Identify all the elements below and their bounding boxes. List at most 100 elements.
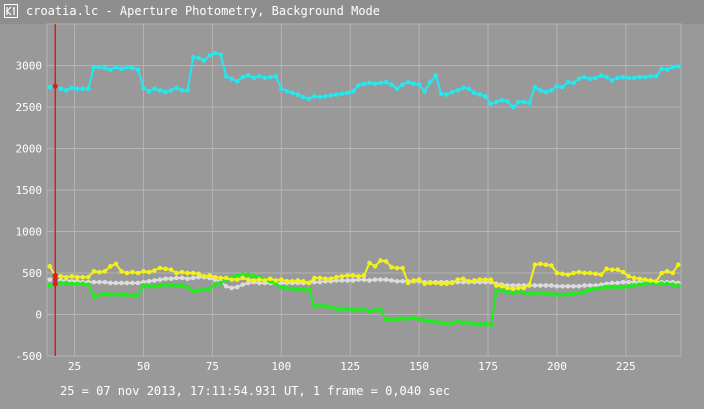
data-point-yellow bbox=[488, 277, 494, 282]
data-point-cyan bbox=[262, 75, 268, 81]
data-point-yellow bbox=[675, 262, 681, 268]
data-point-yellow bbox=[593, 271, 598, 277]
cursor-marker-white bbox=[52, 277, 58, 283]
data-point-cyan bbox=[80, 86, 86, 92]
data-point-yellow bbox=[290, 279, 295, 284]
data-point-white bbox=[130, 280, 135, 286]
data-point-cyan bbox=[229, 76, 234, 82]
data-point-yellow bbox=[389, 264, 394, 270]
data-point-green bbox=[157, 283, 163, 288]
data-point-cyan bbox=[449, 89, 455, 95]
data-point-yellow bbox=[262, 278, 268, 283]
data-point-yellow bbox=[102, 269, 108, 274]
data-point-white bbox=[245, 280, 251, 286]
data-point-white bbox=[168, 276, 174, 282]
data-point-yellow bbox=[400, 265, 405, 271]
data-point-cyan bbox=[251, 75, 257, 81]
data-point-cyan bbox=[637, 74, 642, 80]
data-point-white bbox=[113, 280, 119, 286]
data-point-green bbox=[251, 274, 257, 279]
data-point-green bbox=[58, 280, 64, 286]
data-point-cyan bbox=[505, 98, 510, 104]
chart-series bbox=[47, 50, 681, 328]
data-point-cyan bbox=[323, 93, 328, 99]
data-point-green bbox=[438, 320, 444, 326]
data-point-cyan bbox=[499, 98, 505, 103]
data-point-white bbox=[400, 279, 405, 284]
data-point-green bbox=[218, 280, 223, 286]
data-point-yellow bbox=[499, 283, 505, 289]
data-point-green bbox=[234, 273, 240, 278]
data-point-yellow bbox=[47, 264, 53, 269]
data-point-white bbox=[135, 280, 141, 286]
y-tick-label: 3000 bbox=[16, 60, 43, 73]
app-icon[interactable] bbox=[4, 4, 18, 18]
data-point-green bbox=[295, 287, 301, 292]
data-point-white bbox=[312, 279, 317, 285]
data-point-white bbox=[157, 277, 163, 282]
data-point-white bbox=[334, 278, 339, 283]
data-point-green bbox=[411, 315, 416, 321]
x-tick-label: 225 bbox=[616, 360, 636, 373]
data-point-cyan bbox=[361, 81, 367, 87]
data-point-yellow bbox=[510, 286, 516, 292]
data-point-cyan bbox=[273, 73, 279, 79]
y-axis-ticks: -500 0 500 1000 1500 2000 2500 3000 bbox=[16, 60, 43, 364]
title-bar: croatia.lc - Aperture Photometry, Backgr… bbox=[0, 0, 704, 24]
data-point-cyan bbox=[119, 66, 124, 72]
series-yellow bbox=[47, 258, 681, 292]
data-point-white bbox=[97, 279, 102, 285]
data-point-green bbox=[201, 287, 207, 292]
data-point-green bbox=[312, 303, 317, 309]
data-point-green bbox=[190, 288, 196, 294]
data-point-cyan bbox=[306, 96, 312, 101]
data-point-yellow bbox=[146, 269, 152, 275]
data-point-cyan bbox=[620, 74, 626, 80]
data-point-green bbox=[582, 289, 587, 295]
data-point-green bbox=[615, 284, 620, 290]
data-point-green bbox=[521, 290, 527, 296]
y-tick-label: -500 bbox=[16, 350, 43, 363]
data-point-yellow bbox=[234, 277, 240, 282]
data-point-green bbox=[245, 272, 251, 277]
data-point-yellow bbox=[466, 279, 472, 284]
data-point-yellow bbox=[604, 266, 609, 272]
data-point-yellow bbox=[279, 277, 284, 282]
data-point-green bbox=[328, 304, 334, 310]
x-tick-label: 75 bbox=[206, 360, 219, 373]
data-point-cyan bbox=[102, 65, 108, 71]
data-point-green bbox=[196, 288, 201, 293]
data-point-cyan bbox=[631, 75, 637, 81]
data-point-yellow bbox=[229, 277, 234, 282]
data-point-cyan bbox=[97, 64, 102, 70]
data-point-cyan bbox=[295, 92, 301, 97]
data-point-yellow bbox=[538, 261, 543, 267]
data-point-white bbox=[229, 285, 234, 291]
data-point-cyan bbox=[47, 84, 53, 90]
data-point-yellow bbox=[152, 268, 157, 273]
x-tick-label: 50 bbox=[137, 360, 150, 373]
data-point-white bbox=[317, 279, 323, 285]
data-point-yellow bbox=[615, 267, 620, 272]
data-point-cyan bbox=[648, 73, 653, 79]
data-point-white bbox=[223, 283, 229, 289]
data-point-white bbox=[394, 279, 400, 284]
data-point-yellow bbox=[433, 280, 438, 286]
data-point-green bbox=[356, 307, 361, 312]
data-point-yellow bbox=[306, 280, 312, 286]
data-point-white bbox=[174, 275, 179, 281]
data-point-green bbox=[378, 307, 383, 312]
data-point-green bbox=[334, 306, 339, 311]
data-point-cyan bbox=[350, 88, 356, 94]
chart-grid bbox=[46, 23, 682, 357]
data-point-green bbox=[637, 282, 642, 287]
data-point-cyan bbox=[256, 73, 262, 79]
data-point-yellow bbox=[505, 285, 510, 291]
data-point-cyan bbox=[141, 85, 146, 91]
data-point-cyan bbox=[240, 74, 246, 80]
data-point-cyan bbox=[290, 90, 295, 96]
data-point-yellow bbox=[284, 279, 290, 284]
data-point-cyan bbox=[477, 92, 483, 97]
data-point-yellow bbox=[527, 282, 532, 287]
